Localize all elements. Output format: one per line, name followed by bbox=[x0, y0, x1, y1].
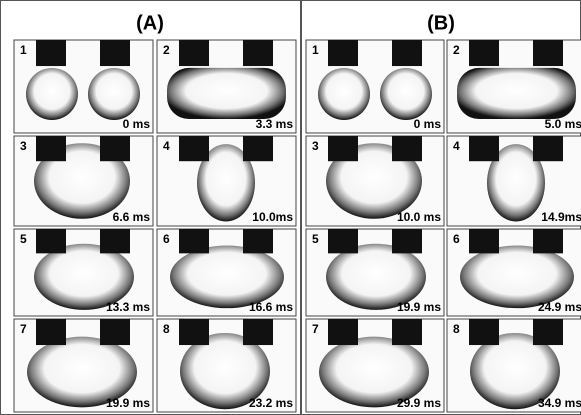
frame-index: 5 bbox=[20, 232, 27, 246]
frame-index: 5 bbox=[312, 232, 319, 246]
panel-label: (B) bbox=[427, 12, 455, 34]
nozzle bbox=[36, 319, 66, 345]
droplet bbox=[26, 68, 78, 120]
frame-time: 19.9 ms bbox=[397, 300, 441, 314]
frame-index: 8 bbox=[163, 322, 170, 336]
droplet bbox=[170, 246, 284, 309]
droplet bbox=[457, 68, 576, 119]
frame: 1 0 ms bbox=[306, 40, 444, 133]
nozzle bbox=[243, 319, 273, 345]
frame-index: 7 bbox=[20, 322, 27, 336]
nozzle bbox=[469, 319, 499, 345]
nozzle bbox=[100, 40, 130, 66]
nozzle bbox=[469, 136, 499, 161]
nozzle bbox=[392, 136, 422, 161]
frame: 1 0 ms bbox=[14, 40, 153, 133]
frame: 7 29.9 ms bbox=[306, 319, 444, 412]
frame-time: 16.6 ms bbox=[249, 300, 293, 314]
frame-time: 5.0 ms bbox=[545, 117, 581, 131]
frame: 4 14.9ms bbox=[447, 136, 581, 226]
frame: 3 6.6 ms bbox=[14, 136, 153, 226]
nozzle bbox=[392, 40, 422, 66]
nozzle bbox=[179, 229, 209, 253]
nozzle bbox=[243, 40, 273, 66]
nozzle bbox=[243, 229, 273, 253]
nozzle bbox=[328, 229, 358, 253]
frame-time: 3.3 ms bbox=[256, 117, 294, 131]
frame-time: 14.9ms bbox=[541, 210, 581, 224]
panel-label: (A) bbox=[136, 12, 164, 34]
frame-index: 4 bbox=[163, 139, 170, 153]
nozzle bbox=[100, 229, 130, 253]
nozzle bbox=[533, 229, 563, 253]
frame-index: 1 bbox=[20, 43, 27, 57]
nozzle bbox=[179, 40, 209, 66]
frame-index: 6 bbox=[453, 232, 460, 246]
frame: 5 19.9 ms bbox=[306, 229, 444, 316]
nozzle bbox=[179, 319, 209, 345]
frame-time: 29.9 ms bbox=[397, 396, 441, 410]
figure: (A)10 ms23.3 ms36.6 ms410.0ms513.3 ms616… bbox=[0, 0, 581, 415]
nozzle bbox=[328, 40, 358, 66]
frame-time: 10.0 ms bbox=[397, 210, 441, 224]
frame-index: 3 bbox=[312, 139, 319, 153]
nozzle bbox=[533, 40, 563, 66]
frame-index: 7 bbox=[312, 322, 319, 336]
nozzle bbox=[392, 319, 422, 345]
nozzle bbox=[328, 319, 358, 345]
frame-time: 0 ms bbox=[414, 117, 442, 131]
frame: 2 3.3 ms bbox=[157, 40, 296, 133]
frame-time: 13.3 ms bbox=[106, 300, 150, 314]
frame-index: 6 bbox=[163, 232, 170, 246]
frame-index: 4 bbox=[453, 139, 460, 153]
frame: 8 23.2 ms bbox=[157, 319, 296, 412]
frame-time: 19.9 ms bbox=[106, 396, 150, 410]
nozzle bbox=[100, 136, 130, 161]
nozzle bbox=[392, 229, 422, 253]
droplet bbox=[380, 68, 432, 120]
frame-index: 2 bbox=[163, 43, 170, 57]
nozzle bbox=[36, 229, 66, 253]
frame-time: 0 ms bbox=[123, 117, 151, 131]
page: (A)10 ms23.3 ms36.6 ms410.0ms513.3 ms616… bbox=[0, 0, 581, 415]
frame: 6 24.9 ms bbox=[447, 229, 581, 316]
droplet bbox=[460, 246, 574, 309]
frame-time: 10.0ms bbox=[252, 210, 293, 224]
frame-index: 8 bbox=[453, 322, 460, 336]
nozzle bbox=[179, 136, 209, 161]
droplet bbox=[318, 68, 370, 120]
nozzle bbox=[469, 229, 499, 253]
frame-time: 34.9 ms bbox=[538, 396, 581, 410]
frame: 7 19.9 ms bbox=[14, 319, 153, 412]
frame-time: 23.2 ms bbox=[249, 396, 293, 410]
frame: 5 13.3 ms bbox=[14, 229, 153, 316]
frame: 4 10.0ms bbox=[157, 136, 296, 226]
frame-index: 2 bbox=[453, 43, 460, 57]
nozzle bbox=[533, 136, 563, 161]
frame: 8 34.9 ms bbox=[447, 319, 581, 412]
nozzle bbox=[328, 136, 358, 161]
nozzle bbox=[243, 136, 273, 161]
frame-time: 6.6 ms bbox=[113, 210, 151, 224]
nozzle bbox=[36, 136, 66, 161]
nozzle bbox=[533, 319, 563, 345]
droplet bbox=[88, 68, 140, 120]
frame-index: 1 bbox=[312, 43, 319, 57]
frame: 6 16.6 ms bbox=[157, 229, 296, 316]
frame: 3 10.0 ms bbox=[306, 136, 444, 226]
droplet bbox=[167, 68, 286, 119]
nozzle bbox=[100, 319, 130, 345]
frame-index: 3 bbox=[20, 139, 27, 153]
nozzle bbox=[36, 40, 66, 66]
frame-time: 24.9 ms bbox=[538, 300, 581, 314]
frame: 2 5.0 ms bbox=[447, 40, 581, 133]
nozzle bbox=[469, 40, 499, 66]
